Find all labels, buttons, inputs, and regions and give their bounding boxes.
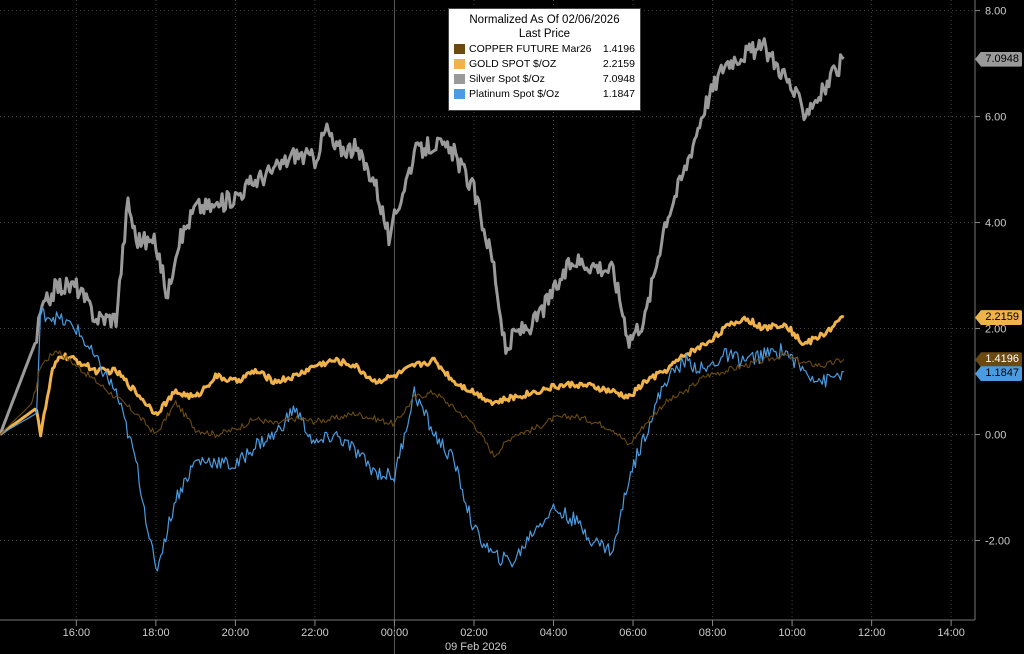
legend-swatch	[454, 43, 465, 54]
y-tick-label: 4.00	[985, 218, 1006, 230]
legend-series-value: 1.4196	[602, 42, 635, 55]
x-tick-label: 06:00	[619, 627, 647, 639]
legend-swatch	[454, 73, 465, 84]
y-tick-label: 2.00	[985, 324, 1006, 336]
x-tick-label: 20:00	[222, 627, 250, 639]
series-line-gold-spot-oz	[0, 315, 845, 438]
legend-series-name: COPPER FUTURE Mar26	[469, 42, 592, 55]
last-value-tag: 1.1847	[975, 366, 1022, 382]
legend-series-name: Silver Spot $/Oz	[469, 72, 545, 85]
legend-series-name: GOLD SPOT $/OZ	[469, 57, 557, 70]
y-tick-label: 6.00	[985, 112, 1006, 124]
last-value-tag: 1.4196	[975, 352, 1022, 368]
date-label: 09 Feb 2026	[445, 641, 507, 653]
legend-swatch	[454, 58, 465, 69]
x-tick-label: 14:00	[937, 627, 965, 639]
x-tick-label: 04:00	[540, 627, 568, 639]
series-line-platinum-spot-oz	[0, 306, 844, 572]
last-value-tag: 7.0948	[975, 51, 1022, 67]
y-tick-label: -2.00	[985, 536, 1010, 548]
series-layer	[0, 37, 845, 572]
legend-series-value: 2.2159	[602, 57, 635, 70]
x-tick-label: 16:00	[63, 627, 91, 639]
x-tick-label: 00:00	[381, 627, 409, 639]
y-tick-label: 0.00	[985, 430, 1006, 442]
x-tick-label: 10:00	[778, 627, 806, 639]
x-tick-label: 12:00	[858, 627, 886, 639]
series-line-silver-spot-oz	[0, 37, 845, 436]
legend-title: Normalized As Of 02/06/2026	[469, 14, 620, 26]
grid-lines	[0, 0, 975, 620]
legend-item: GOLD SPOT $/OZ 2.2159	[454, 56, 635, 71]
legend-item: Platinum Spot $/Oz 1.1847	[454, 86, 635, 101]
legend: Normalized As Of 02/06/2026 Last Price C…	[448, 8, 641, 111]
x-tick-label: 08:00	[699, 627, 727, 639]
series-line-copper-future-mar26	[0, 350, 845, 458]
legend-subtitle: Last Price	[518, 28, 571, 40]
y-axis-ticks: 8.00 6.00 4.00 2.00 0.00 -2.00	[975, 6, 1010, 548]
legend-series-value: 1.1847	[602, 87, 635, 100]
x-tick-label: 02:00	[460, 627, 488, 639]
legend-series-name: Platinum Spot $/Oz	[469, 87, 560, 100]
x-tick-label: 22:00	[301, 627, 329, 639]
last-value-tag: 2.2159	[975, 310, 1022, 326]
legend-series-value: 7.0948	[602, 72, 635, 85]
legend-swatch	[454, 88, 465, 99]
legend-item: COPPER FUTURE Mar26 1.4196	[454, 41, 635, 56]
legend-item: Silver Spot $/Oz 7.0948	[454, 71, 635, 86]
y-tick-label: 8.00	[985, 6, 1006, 18]
x-axis-ticks: 16:00 18:00 20:00 22:00 00:00 02:00 04:00 06:00…	[63, 620, 965, 639]
x-tick-label: 18:00	[142, 627, 170, 639]
